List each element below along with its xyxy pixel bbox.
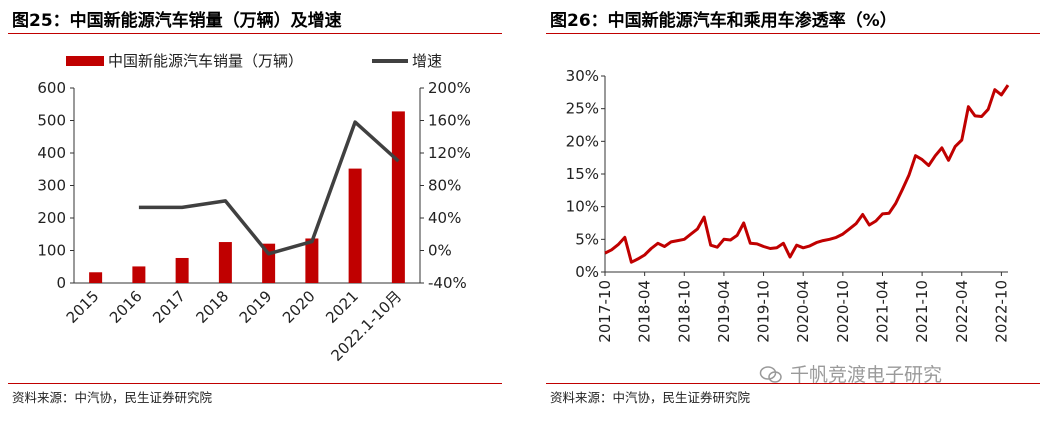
right-source-rule — [546, 383, 1040, 384]
left-y-tick-label: 400 — [37, 144, 66, 162]
legend-line-label: 增速 — [412, 52, 442, 70]
left-y-tick-label: 500 — [37, 112, 66, 130]
right-y-tick-label: 20% — [566, 132, 599, 150]
left-source-rule — [8, 383, 502, 384]
right-x-tick-label: 2018-04 — [636, 280, 654, 343]
left-source-note: 资料来源：中汽协，民生证券研究院 — [12, 390, 213, 405]
right-chart-panel: 图26：中国新能源汽车和乘用车渗透率（%） 0% 5% 10% 15% 20% 25% 30… — [538, 0, 1048, 421]
left-y2-tick-label: -40% — [428, 274, 467, 292]
left-chart-title: 图25：中国新能源汽车销量（万辆）及增速 — [12, 11, 342, 31]
growth-line — [138, 120, 400, 256]
right-y-tick-label: 5% — [575, 230, 599, 248]
right-x-tick-label: 2021-10 — [913, 280, 931, 343]
left-y-tick-label: 100 — [37, 242, 66, 260]
watermark-text: 千帆竞渡电子研究 — [790, 364, 943, 386]
right-title-rule — [546, 33, 1040, 34]
legend-bar-swatch — [66, 56, 104, 66]
left-y-tick-label: 0 — [56, 274, 66, 292]
sales-bar — [391, 111, 405, 284]
left-x-tick-label: 2015 — [63, 287, 103, 327]
left-title-rule — [8, 33, 502, 34]
left-y2-tick-label: 40% — [428, 209, 461, 227]
left-y-tick-label: 200 — [37, 209, 66, 227]
left-y2-tick-label: 200% — [428, 79, 471, 97]
left-y2-tick-label: 0% — [428, 242, 452, 260]
left-chart-svg: 0 100 200 300 400 500 600 -40% 0% 40% 80% 120% 160% 2… — [37, 52, 471, 365]
right-x-tick-label: 2020-04 — [794, 280, 812, 343]
right-x-tick-label: 2017-10 — [596, 280, 614, 343]
sales-bar — [305, 238, 319, 283]
right-y-tick-label: 25% — [566, 100, 599, 118]
wechat-icon — [759, 366, 782, 383]
right-x-tick-label: 2021-04 — [873, 280, 891, 343]
penetration-line — [604, 84, 1010, 264]
sales-bar — [132, 266, 146, 283]
left-x-tick-label: 2020 — [279, 287, 319, 327]
right-y-tick-label: 10% — [566, 198, 599, 216]
right-chart-title: 图26：中国新能源汽车和乘用车渗透率（%） — [550, 11, 897, 31]
right-y-tick-label: 30% — [566, 67, 599, 85]
right-x-tick-label: 2019-10 — [755, 280, 773, 343]
sales-bar — [218, 242, 232, 283]
left-x-tick-label: 2021 — [322, 287, 362, 327]
sales-bar — [348, 168, 362, 283]
right-y-tick-label: 0% — [575, 263, 599, 281]
right-source-note: 资料来源：中汽协，民生证券研究院 — [550, 390, 751, 405]
left-y-tick-label: 600 — [37, 79, 66, 97]
left-x-tick-label: 2019 — [236, 287, 276, 327]
legend-bar-label: 中国新能源汽车销量（万辆） — [108, 52, 303, 70]
right-x-tick-label: 2019-04 — [715, 280, 733, 343]
right-y-tick-label: 15% — [566, 165, 599, 183]
sales-bar — [175, 257, 189, 283]
watermark: 千帆竞渡电子研究 — [759, 360, 943, 387]
sales-bar — [89, 272, 103, 283]
left-x-tick-label: 2017 — [149, 287, 189, 327]
left-chart-panel: 图25：中国新能源汽车销量（万辆）及增速 0 100 200 300 400 500 600… — [0, 0, 510, 421]
left-x-tick-label: 2016 — [106, 287, 146, 327]
left-y2-tick-label: 120% — [428, 144, 471, 162]
left-y2-tick-label: 80% — [428, 177, 461, 195]
left-x-tick-label: 2018 — [192, 287, 232, 327]
right-x-tick-label: 2022-10 — [992, 280, 1010, 343]
left-y2-tick-label: 160% — [428, 112, 471, 130]
right-x-tick-label: 2018-10 — [675, 280, 693, 343]
left-y-tick-label: 300 — [37, 177, 66, 195]
right-x-tick-label: 2020-10 — [834, 280, 852, 343]
right-x-tick-label: 2022-04 — [953, 280, 971, 343]
right-chart-svg: 0% 5% 10% 15% 20% 25% 30% 2017-10 2018-04 2018-10… — [566, 67, 1011, 343]
